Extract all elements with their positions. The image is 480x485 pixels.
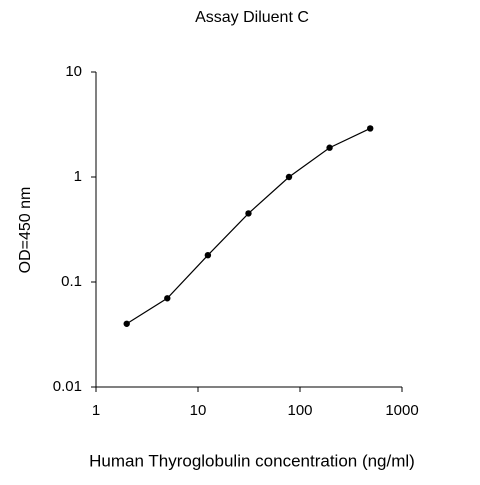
- point: [245, 210, 252, 217]
- x-tick-label: 10: [190, 402, 207, 419]
- x-tick-label: 100: [287, 402, 312, 419]
- x-tick-label: 1: [92, 402, 100, 419]
- point: [326, 144, 333, 151]
- y-tick-label: 1: [74, 168, 82, 185]
- point: [164, 295, 171, 302]
- y-tick-label: 0.1: [61, 273, 82, 290]
- chart-title: Assay Diluent C: [195, 9, 309, 26]
- x-tick-label: 1000: [385, 402, 418, 419]
- y-tick-label: 0.01: [53, 378, 82, 395]
- point: [123, 320, 130, 327]
- x-axis-label: Human Thyroglobulin concentration (ng/ml…: [89, 451, 415, 470]
- point: [285, 173, 293, 181]
- y-axis-label: OD=450 nm: [17, 187, 34, 274]
- point: [367, 125, 374, 132]
- point: [204, 251, 212, 259]
- y-tick-label: 10: [65, 63, 82, 80]
